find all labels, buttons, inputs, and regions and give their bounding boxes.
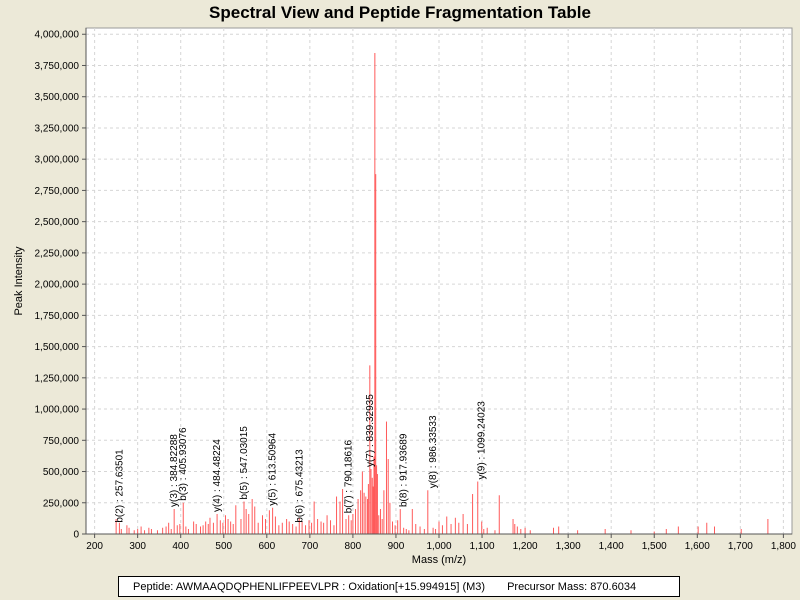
- x-tick-label: 700: [302, 541, 319, 552]
- x-tick-label: 500: [215, 541, 232, 552]
- x-tick-label: 800: [345, 541, 362, 552]
- y-tick-label: 250,000: [43, 498, 80, 509]
- x-tick-label: 1,400: [599, 541, 624, 552]
- fragment-ion-label: y(5) : 613.50964: [268, 432, 279, 505]
- y-tick-label: 1,750,000: [35, 311, 80, 322]
- fragment-ion-label: y(4) : 484.48224: [212, 439, 223, 512]
- fragment-ion-label: y(7) : 839.32935: [365, 394, 376, 467]
- x-tick-label: 1,100: [470, 541, 495, 552]
- y-tick-label: 2,000,000: [35, 280, 80, 291]
- y-axis-title: Peak Intensity: [13, 246, 25, 316]
- fragment-ion-label: b(5) : 547.03015: [239, 426, 250, 500]
- x-tick-label: 1,300: [556, 541, 581, 552]
- fragment-ion-label: y(8) : 986.33533: [428, 415, 439, 488]
- y-tick-label: 3,250,000: [35, 123, 80, 134]
- x-tick-label: 200: [86, 541, 103, 552]
- axes: 200 300 400 500 600 700 800 900 1,000 1,100 1,200 1…: [35, 28, 796, 552]
- x-tick-label: 1,800: [771, 541, 796, 552]
- y-tick-label: 3,500,000: [35, 92, 80, 103]
- x-tick-label: 600: [258, 541, 275, 552]
- fragment-ion-label: b(8) : 917.93689: [399, 433, 410, 507]
- y-tick-label: 3,750,000: [35, 61, 80, 72]
- x-tick-label: 1,600: [685, 541, 710, 552]
- y-tick-label: 2,250,000: [35, 248, 80, 259]
- grid-lines: [86, 28, 792, 534]
- y-tick-label: 2,750,000: [35, 186, 80, 197]
- x-tick-label: 1,200: [513, 541, 538, 552]
- y-tick-label: 750,000: [43, 436, 80, 447]
- x-axis-title: Mass (m/z): [412, 554, 466, 566]
- peptide-sequence: Peptide: AWMAAQDQPHENLIFPEEVLPR : Oxidat…: [133, 580, 486, 593]
- y-tick-label: 3,000,000: [35, 155, 80, 166]
- peptide-info-box: Peptide: AWMAAQDQPHENLIFPEEVLPR : Oxidat…: [118, 576, 680, 597]
- x-tick-label: 1,000: [426, 541, 451, 552]
- y-tick-label: 1,000,000: [35, 405, 80, 416]
- x-tick-label: 900: [388, 541, 405, 552]
- chart-title: Spectral View and Peptide Fragmentation …: [209, 3, 591, 22]
- fragment-ion-label: b(2) : 257.63501: [114, 449, 125, 523]
- fragment-ion-label: b(7) : 790.18616: [344, 439, 355, 513]
- x-tick-label: 1,700: [728, 541, 753, 552]
- x-tick-label: 400: [172, 541, 189, 552]
- y-tick-label: 2,500,000: [35, 217, 80, 228]
- y-tick-label: 4,000,000: [35, 30, 80, 41]
- fragment-ion-label: y(9) : 1099.24023: [477, 401, 488, 480]
- peak-series: [115, 52, 769, 534]
- y-tick-label: 500,000: [43, 467, 80, 478]
- y-tick-label: 1,250,000: [35, 373, 80, 384]
- x-tick-label: 300: [129, 541, 146, 552]
- fragment-ion-label: b(6) : 675.43213: [294, 449, 305, 523]
- x-tick-label: 1,500: [642, 541, 667, 552]
- y-tick-label: 0: [73, 530, 79, 541]
- fragment-ion-label: y(3) : 384.82288: [169, 434, 180, 507]
- precursor-mass: Precursor Mass: 870.6034: [507, 580, 637, 593]
- y-tick-label: 1,500,000: [35, 342, 80, 353]
- fragment-ion-label: b(3) : 405.93076: [178, 427, 189, 501]
